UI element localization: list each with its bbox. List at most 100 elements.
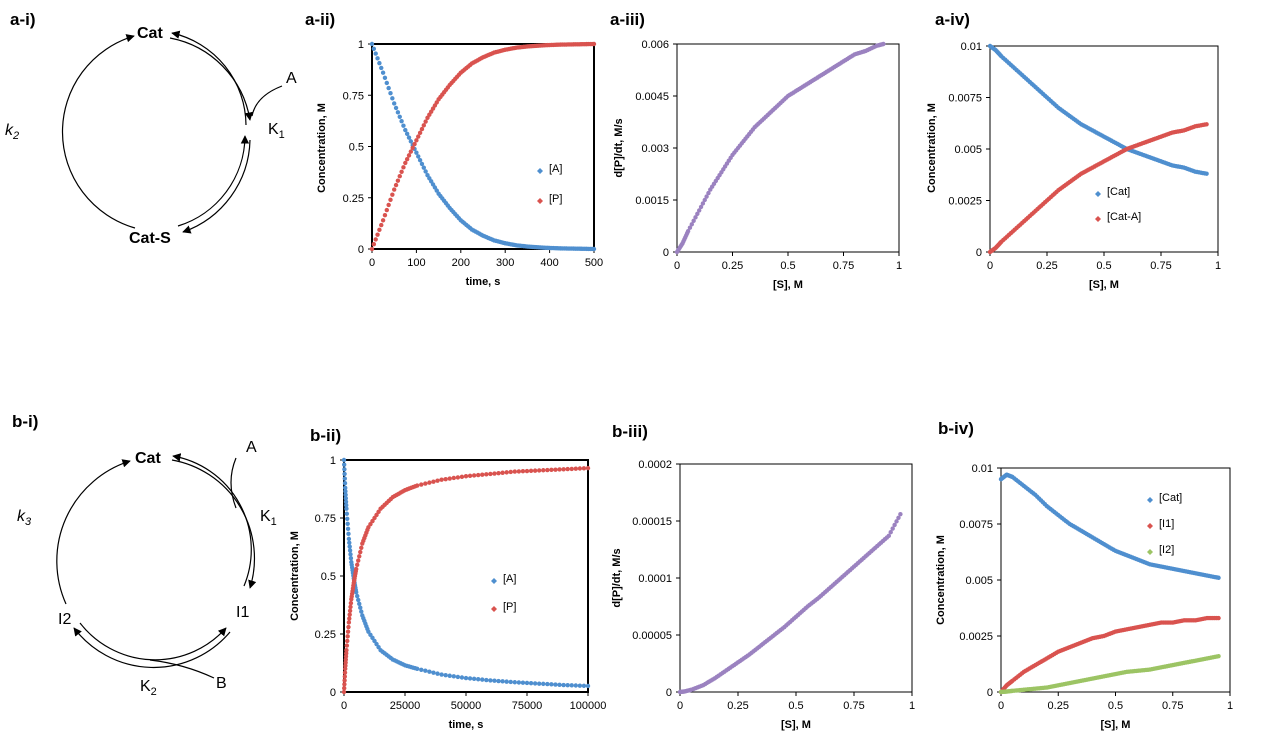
data-point <box>480 472 485 477</box>
data-point <box>342 476 348 481</box>
data-point <box>345 629 351 634</box>
data-point <box>408 139 414 144</box>
x-tick-label: 100 <box>407 257 425 269</box>
data-point <box>374 641 379 647</box>
data-point <box>447 476 452 481</box>
y-tick-label: 0 <box>663 247 669 259</box>
data-point <box>399 169 404 174</box>
x-tick-label: 75000 <box>512 700 543 712</box>
y-tick-label: 0.0025 <box>948 196 982 208</box>
panel-label-a-iv: a-iv) <box>935 10 970 29</box>
y-tick-label: 0 <box>987 687 993 699</box>
data-point <box>380 70 386 75</box>
data-point <box>341 457 347 463</box>
data-point <box>386 85 391 91</box>
data-point <box>455 475 461 480</box>
data-point <box>577 683 583 688</box>
x-tick-label: 0.5 <box>780 260 795 272</box>
data-point <box>359 545 364 550</box>
data-point <box>423 169 428 174</box>
data-point <box>368 632 373 637</box>
chart-b-iii: 0 0.25 0.5 0.75 1 0 0.00005 0.0001 0.00015 0.0002… <box>611 459 915 731</box>
data-point <box>380 218 386 223</box>
data-point <box>585 683 591 689</box>
data-point <box>463 474 469 479</box>
legend-label: [Cat] <box>1159 492 1182 504</box>
data-point <box>342 685 347 691</box>
data-point <box>357 554 362 559</box>
data-point <box>1216 653 1221 659</box>
data-point <box>346 531 351 537</box>
data-point <box>532 681 538 686</box>
data-point <box>702 197 707 203</box>
data-point <box>404 156 410 162</box>
panel-label-b-iii: b-iii) <box>612 422 648 441</box>
data-point <box>496 470 501 476</box>
data-point <box>406 135 412 140</box>
data-point <box>371 46 377 51</box>
data-point <box>557 467 562 472</box>
y-tick-label: 0.00015 <box>632 516 672 528</box>
data-point <box>379 65 384 71</box>
substrate-a-entry-arrow-b <box>230 457 237 509</box>
data-point <box>344 503 349 508</box>
data-point <box>415 483 420 488</box>
cycle-b-substrate-a-label: A <box>246 439 257 456</box>
data-point <box>366 629 371 634</box>
legend-marker <box>1147 497 1153 503</box>
data-point <box>881 41 886 47</box>
x-tick-label: 0 <box>677 700 683 712</box>
data-point <box>347 608 353 613</box>
data-point <box>345 638 350 644</box>
data-point <box>376 509 381 515</box>
data-point <box>375 232 380 237</box>
data-point <box>397 114 402 119</box>
y-tick-label: 0.0075 <box>948 93 982 105</box>
legend-label: [P] <box>503 601 516 613</box>
data-point <box>355 593 360 599</box>
substrate-b-entry-arrow <box>149 659 215 679</box>
data-point <box>382 75 388 81</box>
catalytic-cycle-b: Cat A K1 I1 I2 B K2 k3 <box>17 439 277 698</box>
data-point <box>359 609 364 614</box>
data-point <box>423 668 428 673</box>
legend-marker <box>1095 191 1101 197</box>
legend-label: [I2] <box>1159 544 1174 556</box>
x-tick-label: 1 <box>1227 700 1233 712</box>
panel-label-a-ii: a-ii) <box>305 10 335 29</box>
data-point <box>358 605 363 610</box>
data-point <box>344 506 349 511</box>
data-point <box>480 677 485 682</box>
data-point <box>368 521 373 527</box>
data-point <box>348 552 353 557</box>
x-tick-label: 0.25 <box>722 260 743 272</box>
data-point <box>421 165 426 170</box>
data-point <box>687 225 693 230</box>
cycle-b-upper-left-arc <box>56 459 131 605</box>
series-cat-a <box>987 122 1209 255</box>
cycle-b-substrate-b-label: B <box>216 675 227 692</box>
data-point <box>384 207 389 213</box>
data-point <box>419 161 425 167</box>
legend-label: [A] <box>503 573 516 585</box>
y-tick-label: 0.25 <box>343 193 364 205</box>
data-point <box>370 635 375 641</box>
x-tick-label: 50000 <box>451 700 482 712</box>
data-point <box>528 680 534 686</box>
panel-label-a-iii: a-iii) <box>610 10 645 29</box>
data-point <box>410 145 415 151</box>
data-point <box>459 675 465 680</box>
data-point <box>414 138 419 143</box>
catalytic-cycle-a: Cat A K1 Cat-S k2 <box>5 25 297 247</box>
data-point <box>342 481 348 486</box>
data-point <box>476 472 481 478</box>
data-point <box>342 682 347 687</box>
data-point <box>393 105 399 111</box>
y-tick-label: 0.75 <box>343 90 364 102</box>
data-point <box>344 648 349 653</box>
data-point <box>545 467 550 473</box>
data-point <box>1204 171 1209 176</box>
y-tick-label: 0.5 <box>349 142 364 154</box>
plot-frame <box>676 43 900 253</box>
